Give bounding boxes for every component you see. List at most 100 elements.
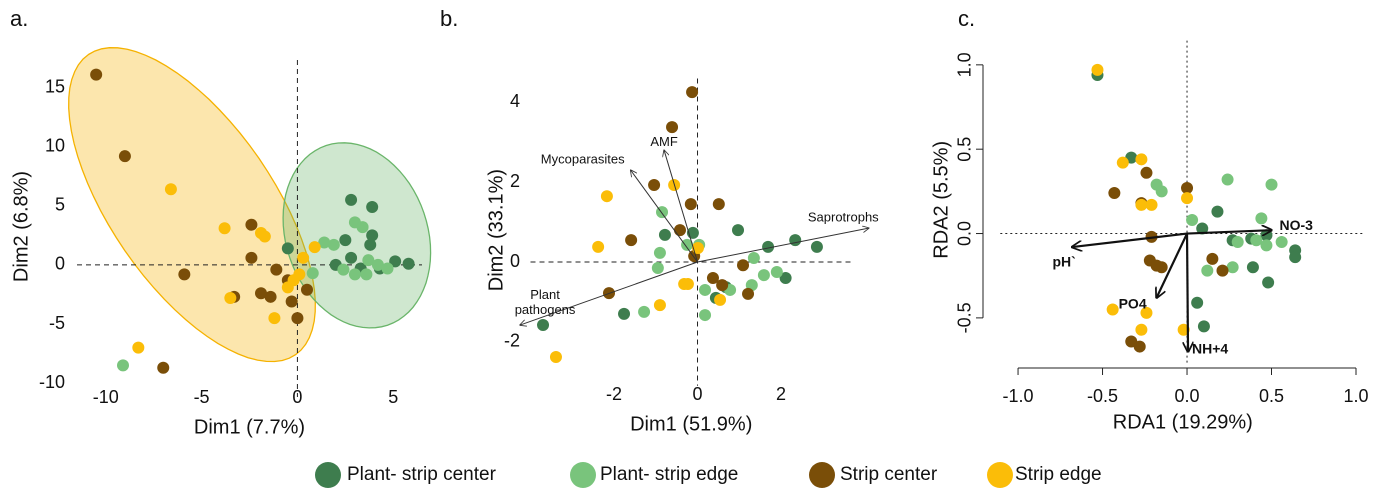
y-axis-label: Dim2 (33.1%) bbox=[485, 169, 507, 291]
x-tick-label: 1.0 bbox=[1343, 386, 1368, 406]
loading-arrow bbox=[1157, 233, 1189, 298]
y-tick-label: 0.0 bbox=[955, 221, 975, 246]
panel: a. -10 -5 0 5 -10 -5 0 5 10 15 Dim1 (7.7%) Dim2 (6.8… bbox=[10, 6, 432, 438]
y-axis-label: Dim2 (6.8%) bbox=[10, 171, 32, 282]
point bbox=[366, 229, 379, 242]
arrow-label: Saprotrophs bbox=[808, 210, 879, 225]
point bbox=[318, 236, 331, 249]
point bbox=[1135, 198, 1148, 211]
panel: c. -1.0 -0.5 0.0 0.5 1.0 -0.5 0.0 0.5 1.0 RDA1 (19… bbox=[930, 6, 1368, 433]
point bbox=[1191, 296, 1204, 309]
point bbox=[666, 121, 679, 134]
point bbox=[1250, 234, 1263, 247]
y-tick-label: 1.0 bbox=[955, 52, 975, 77]
point bbox=[592, 240, 605, 253]
point bbox=[714, 293, 727, 306]
point bbox=[537, 319, 550, 332]
point bbox=[337, 263, 350, 276]
point bbox=[1116, 156, 1129, 169]
point bbox=[653, 246, 666, 259]
point bbox=[1108, 187, 1121, 200]
point bbox=[1197, 320, 1210, 333]
point bbox=[686, 86, 699, 99]
point bbox=[712, 198, 725, 211]
loading-arrow bbox=[1072, 232, 1188, 247]
point bbox=[270, 263, 283, 276]
x-tick-label: 0 bbox=[693, 384, 703, 404]
point bbox=[1135, 323, 1148, 336]
point bbox=[653, 299, 666, 312]
y-tick-label: -0.5 bbox=[955, 302, 975, 333]
point bbox=[1186, 214, 1199, 227]
point bbox=[658, 228, 671, 241]
point bbox=[345, 251, 358, 264]
point bbox=[648, 179, 661, 192]
point bbox=[1206, 252, 1219, 265]
y-tick-label: -5 bbox=[49, 313, 65, 333]
point bbox=[1155, 261, 1168, 274]
point bbox=[366, 201, 379, 213]
point bbox=[699, 283, 712, 296]
point bbox=[747, 252, 760, 265]
point bbox=[732, 224, 745, 237]
point bbox=[625, 234, 638, 247]
point bbox=[1260, 239, 1273, 252]
point bbox=[1155, 185, 1168, 198]
point bbox=[1255, 212, 1268, 225]
point bbox=[1140, 306, 1153, 319]
legend-label: Plant- strip center bbox=[347, 464, 497, 485]
confidence-ellipse bbox=[68, 47, 316, 363]
arrow-label: AMF bbox=[650, 134, 678, 149]
point bbox=[157, 361, 170, 374]
point bbox=[1140, 166, 1153, 179]
panel-label: b. bbox=[440, 6, 458, 31]
point bbox=[389, 255, 402, 268]
point bbox=[362, 254, 375, 267]
x-tick-label: -0.5 bbox=[1087, 386, 1118, 406]
x-tick-label: -2 bbox=[606, 384, 622, 404]
arrow-label: Plant pathogens bbox=[515, 287, 576, 317]
point bbox=[371, 258, 384, 271]
point bbox=[218, 222, 231, 235]
arrow-label: Mycoparasites bbox=[541, 152, 625, 167]
point bbox=[1265, 178, 1278, 191]
point bbox=[1211, 205, 1224, 218]
point bbox=[1135, 153, 1148, 166]
panel-label: a. bbox=[10, 6, 28, 31]
point bbox=[673, 224, 686, 237]
arrow-label: NH+4 bbox=[1192, 340, 1228, 356]
point bbox=[681, 238, 694, 251]
arrow-label: PO4 bbox=[1119, 295, 1147, 311]
point bbox=[132, 341, 145, 354]
point bbox=[306, 267, 319, 280]
point bbox=[297, 251, 310, 264]
y-tick-label: 5 bbox=[55, 195, 65, 215]
loading-arrow bbox=[664, 150, 698, 263]
point bbox=[1221, 173, 1234, 186]
point bbox=[1231, 235, 1244, 248]
point bbox=[1226, 261, 1239, 274]
y-tick-label: 15 bbox=[45, 76, 65, 96]
point bbox=[348, 268, 361, 281]
point bbox=[268, 312, 281, 325]
legend-label: Strip edge bbox=[1015, 464, 1102, 485]
point bbox=[258, 230, 271, 243]
legend-marker bbox=[315, 462, 341, 488]
point bbox=[1181, 192, 1194, 205]
point bbox=[1181, 181, 1194, 194]
x-tick-label: 0.0 bbox=[1175, 386, 1200, 406]
point bbox=[293, 268, 306, 281]
x-tick-label: 0.5 bbox=[1259, 386, 1284, 406]
x-tick-label: -1.0 bbox=[1003, 386, 1034, 406]
point bbox=[742, 287, 755, 300]
y-tick-label: 2 bbox=[510, 171, 520, 191]
x-tick-label: -5 bbox=[194, 387, 210, 407]
point bbox=[770, 265, 783, 278]
point bbox=[345, 193, 358, 206]
point bbox=[360, 268, 373, 281]
y-tick-label: 4 bbox=[510, 91, 520, 111]
point bbox=[364, 238, 377, 251]
point bbox=[1246, 261, 1259, 274]
point bbox=[789, 234, 802, 247]
